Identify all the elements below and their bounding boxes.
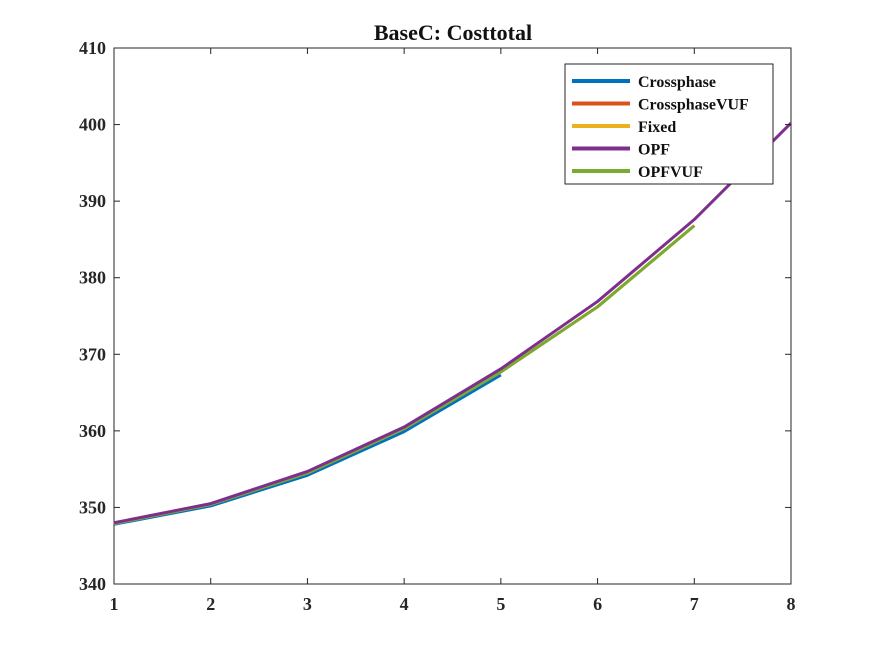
y-tick-label: 390 [79,191,106,211]
legend-label: OPFVUF [638,164,703,181]
series-layer [113,121,793,526]
series-line-opf [113,121,793,525]
x-tick-label: 4 [400,594,409,614]
y-tick-label: 350 [79,497,106,517]
y-tick-label: 380 [79,268,106,288]
y-tick-label: 340 [79,574,106,594]
y-tick-label: 370 [79,344,106,364]
x-tick-label: 1 [110,594,119,614]
x-tick-label: 8 [787,594,796,614]
legend: Crossphase CrossphaseVUF Fixed OPF OPFVUF [564,63,774,185]
legend-label: Crossphase [638,74,716,91]
legend-label: OPF [638,142,670,159]
x-tick-label: 6 [593,594,602,614]
legend-label: Fixed [638,119,676,136]
x-tick-label: 2 [206,594,215,614]
y-tick-label: 360 [79,421,106,441]
y-tick-label: 400 [79,115,106,135]
axis-layer: 1 2 3 4 5 6 7 8 340 350 360 370 380 390 400 410 [79,38,796,614]
chart-title: BaseC: Costtotal [374,20,532,45]
x-tick-label: 3 [303,594,312,614]
x-tick-label: 7 [690,594,699,614]
legend-label: CrossphaseVUF [638,97,749,114]
x-tick-label: 5 [496,594,505,614]
y-tick-label: 410 [79,38,106,58]
